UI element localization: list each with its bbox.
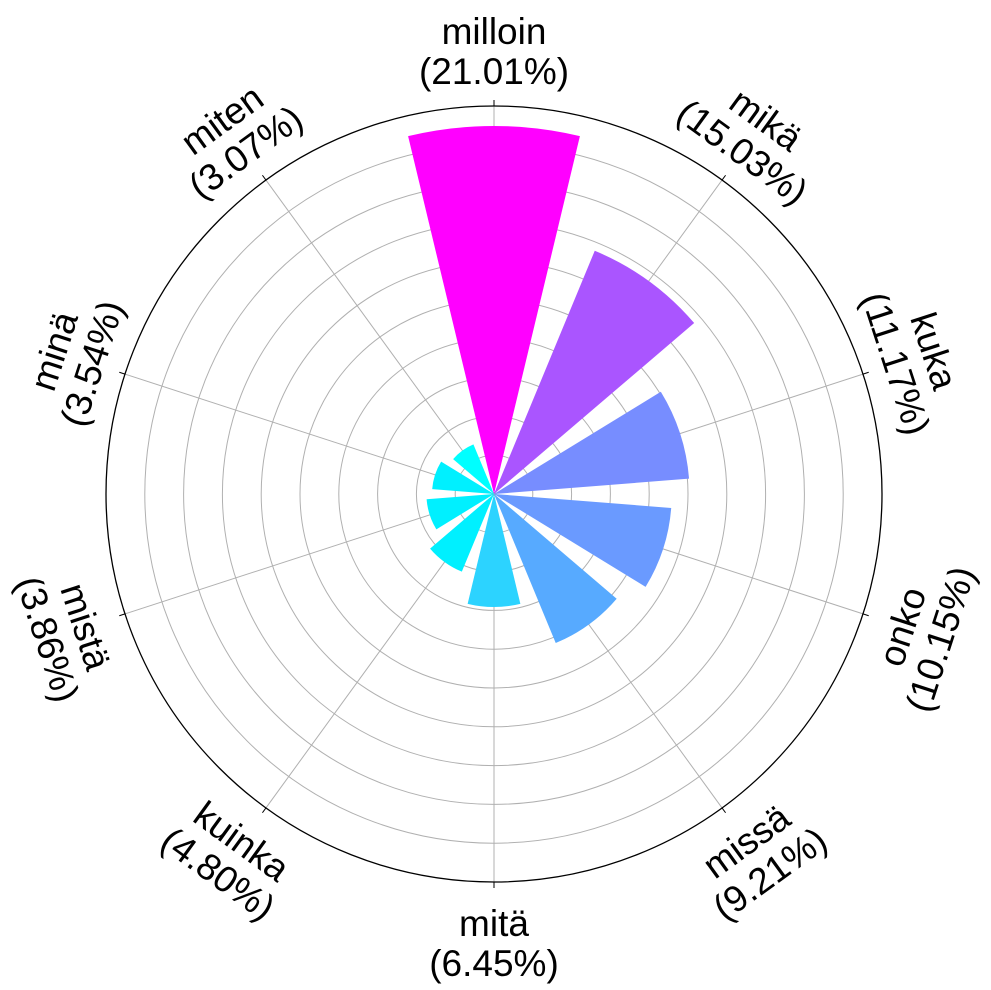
category-name: milloin <box>442 11 547 52</box>
axis-tick <box>119 613 126 617</box>
bar-milloin <box>408 126 580 494</box>
bar-missä <box>494 494 617 644</box>
bar-minä <box>432 461 494 494</box>
axis-tick <box>262 807 267 814</box>
axis-tick <box>862 371 869 375</box>
axis-tick <box>119 371 126 375</box>
grid-spoke <box>265 179 495 495</box>
axis-tick <box>721 807 726 814</box>
bar-onko <box>494 494 672 587</box>
bar-kuka <box>494 391 690 494</box>
label-milloin: milloin(21.01%) <box>419 11 569 92</box>
bars <box>408 126 695 644</box>
axis-tick <box>262 174 267 181</box>
outer-ring <box>105 105 883 883</box>
bar-mikä <box>494 250 695 494</box>
bar-mistä <box>426 494 494 530</box>
category-percent: (21.01%) <box>419 51 569 92</box>
label-mistä: mistä(3.86%) <box>8 571 119 707</box>
label-missä: missä(9.21%) <box>695 796 834 928</box>
label-mitä: mitä(6.45%) <box>429 903 559 984</box>
label-onko: onko(10.15%) <box>871 561 984 716</box>
category-name: mitä <box>459 903 529 944</box>
label-kuinka: kuinka(4.80%) <box>154 793 298 928</box>
bar-miten <box>453 444 494 494</box>
label-miten: miten(3.07%) <box>173 77 310 207</box>
bar-mitä <box>467 494 521 607</box>
axis-tick <box>862 613 869 617</box>
bar-kuinka <box>430 494 494 572</box>
grid-spoke <box>124 373 495 495</box>
category-percent: (6.45%) <box>429 943 559 984</box>
axis-tick <box>721 174 726 181</box>
label-kuka: kuka(11.17%) <box>854 287 966 440</box>
label-mikä: mikä(15.03%) <box>670 80 816 213</box>
label-minä: minä(3.54%) <box>22 295 131 431</box>
